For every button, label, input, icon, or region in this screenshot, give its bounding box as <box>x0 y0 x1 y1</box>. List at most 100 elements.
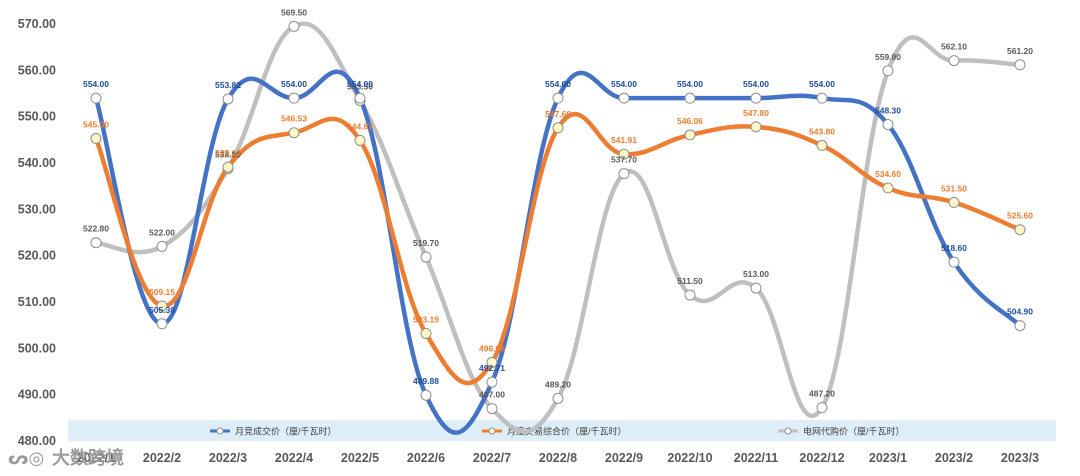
data-label: 554.00 <box>743 79 769 89</box>
data-point[interactable] <box>90 92 102 104</box>
data-label: 489.20 <box>545 379 571 389</box>
x-axis: 2022/1 2022/2 2022/3 2022/4 2022/5 2022/6 2022… <box>77 451 1039 465</box>
data-point[interactable] <box>156 240 168 252</box>
data-point[interactable] <box>354 92 366 104</box>
data-label: 554.00 <box>281 79 307 89</box>
legend-swatch-marker <box>784 427 792 435</box>
x-tick-label: 2022/10 <box>667 451 712 465</box>
data-point[interactable] <box>486 376 498 388</box>
data-point[interactable] <box>222 161 234 173</box>
data-point[interactable] <box>288 127 300 139</box>
data-point[interactable] <box>948 55 960 67</box>
x-tick-label: 2022/12 <box>799 451 844 465</box>
data-point[interactable] <box>354 134 366 146</box>
data-point[interactable] <box>222 93 234 105</box>
y-tick-label: 510.00 <box>18 295 56 309</box>
legend-entry-label[interactable]: 月竞成交价（厘/千瓦时） <box>235 426 337 437</box>
data-point[interactable] <box>420 328 432 340</box>
x-tick-label: 2023/2 <box>935 451 973 465</box>
data-label: 525.60 <box>1007 211 1033 221</box>
data-point[interactable] <box>684 92 696 104</box>
x-tick-label: 2022/8 <box>539 451 577 465</box>
data-label: 487.00 <box>479 390 505 400</box>
data-point[interactable] <box>288 20 300 32</box>
x-tick-label: 2022/3 <box>209 451 247 465</box>
data-label: 554.00 <box>545 79 571 89</box>
legend-entry-label[interactable]: 月度交易综合价（厘/千瓦时） <box>507 426 627 437</box>
x-tick-label: 2022/1 <box>77 451 115 465</box>
data-point[interactable] <box>486 403 498 415</box>
data-label: 509.15 <box>149 287 175 297</box>
y-tick-label: 490.00 <box>18 388 56 402</box>
data-point[interactable] <box>816 139 828 151</box>
data-point[interactable] <box>618 168 630 180</box>
data-point[interactable] <box>552 392 564 404</box>
data-point[interactable] <box>156 318 168 330</box>
data-point[interactable] <box>486 356 498 368</box>
data-point[interactable] <box>750 92 762 104</box>
data-point[interactable] <box>1014 320 1026 332</box>
data-label: 492.71 <box>479 363 505 373</box>
data-point[interactable] <box>90 132 102 144</box>
data-point[interactable] <box>750 282 762 294</box>
data-point[interactable] <box>420 389 432 401</box>
data-point[interactable] <box>552 92 564 104</box>
data-point[interactable] <box>948 256 960 268</box>
y-axis: 480.00 490.00 500.00 510.00 520.00 530.00 540.… <box>18 17 56 448</box>
data-label: 546.06 <box>677 116 703 126</box>
x-tick-label: 2023/1 <box>869 451 907 465</box>
legend-entry-label[interactable]: 电网代购价（厘/千瓦时） <box>803 426 905 437</box>
y-tick-label: 540.00 <box>18 156 56 170</box>
data-point[interactable] <box>816 92 828 104</box>
data-point[interactable] <box>1014 59 1026 71</box>
data-label: 554.00 <box>677 79 703 89</box>
data-label: 547.60 <box>545 109 571 119</box>
legend-swatch-marker <box>488 427 496 435</box>
data-label: 522.80 <box>83 224 109 234</box>
data-label: 538.80 <box>215 150 241 160</box>
y-tick-label: 530.00 <box>18 202 56 216</box>
legend-background <box>68 420 1056 441</box>
data-point[interactable] <box>618 92 630 104</box>
data-point[interactable] <box>882 119 894 131</box>
data-label: 518.60 <box>941 243 967 253</box>
data-point[interactable] <box>420 251 432 263</box>
data-label: 522.00 <box>149 227 175 237</box>
data-label: 513.00 <box>743 269 769 279</box>
data-label: 496.98 <box>479 343 505 353</box>
data-label: 546.53 <box>281 114 307 124</box>
data-point[interactable] <box>816 402 828 414</box>
data-label: 519.70 <box>413 238 439 248</box>
y-tick-label: 480.00 <box>18 434 56 448</box>
data-point[interactable] <box>552 122 564 134</box>
data-label: 534.60 <box>875 169 901 179</box>
data-label: 511.50 <box>677 276 703 286</box>
data-point[interactable] <box>750 121 762 133</box>
legend: 月竞成交价（厘/千瓦时） 月度交易综合价（厘/千瓦时） 电网代购价（厘/千瓦时） <box>210 426 905 437</box>
data-point[interactable] <box>684 129 696 141</box>
y-tick-label: 570.00 <box>18 17 56 31</box>
data-label: 559.90 <box>875 52 901 62</box>
data-point[interactable] <box>948 196 960 208</box>
watermark: ᔕ◎ 大数跨境 <box>8 447 124 468</box>
data-label: 561.20 <box>1007 46 1033 56</box>
data-label: 545.30 <box>83 119 109 129</box>
data-label: 562.10 <box>941 42 967 52</box>
data-point[interactable] <box>684 289 696 301</box>
data-point[interactable] <box>882 65 894 77</box>
x-tick-label: 2022/9 <box>605 451 643 465</box>
data-point[interactable] <box>90 237 102 249</box>
data-point[interactable] <box>1014 224 1026 236</box>
x-tick-label: 2022/2 <box>143 451 181 465</box>
x-tick-label: 2022/7 <box>473 451 511 465</box>
y-tick-label: 560.00 <box>18 63 56 77</box>
data-point[interactable] <box>882 182 894 194</box>
x-tick-label: 2022/5 <box>341 451 379 465</box>
data-point[interactable] <box>288 92 300 104</box>
data-point[interactable] <box>618 148 630 160</box>
data-label: 541.91 <box>611 135 637 145</box>
series-line-2 <box>93 21 1023 434</box>
x-tick-label: 2023/3 <box>1001 451 1039 465</box>
data-point[interactable] <box>156 300 168 312</box>
